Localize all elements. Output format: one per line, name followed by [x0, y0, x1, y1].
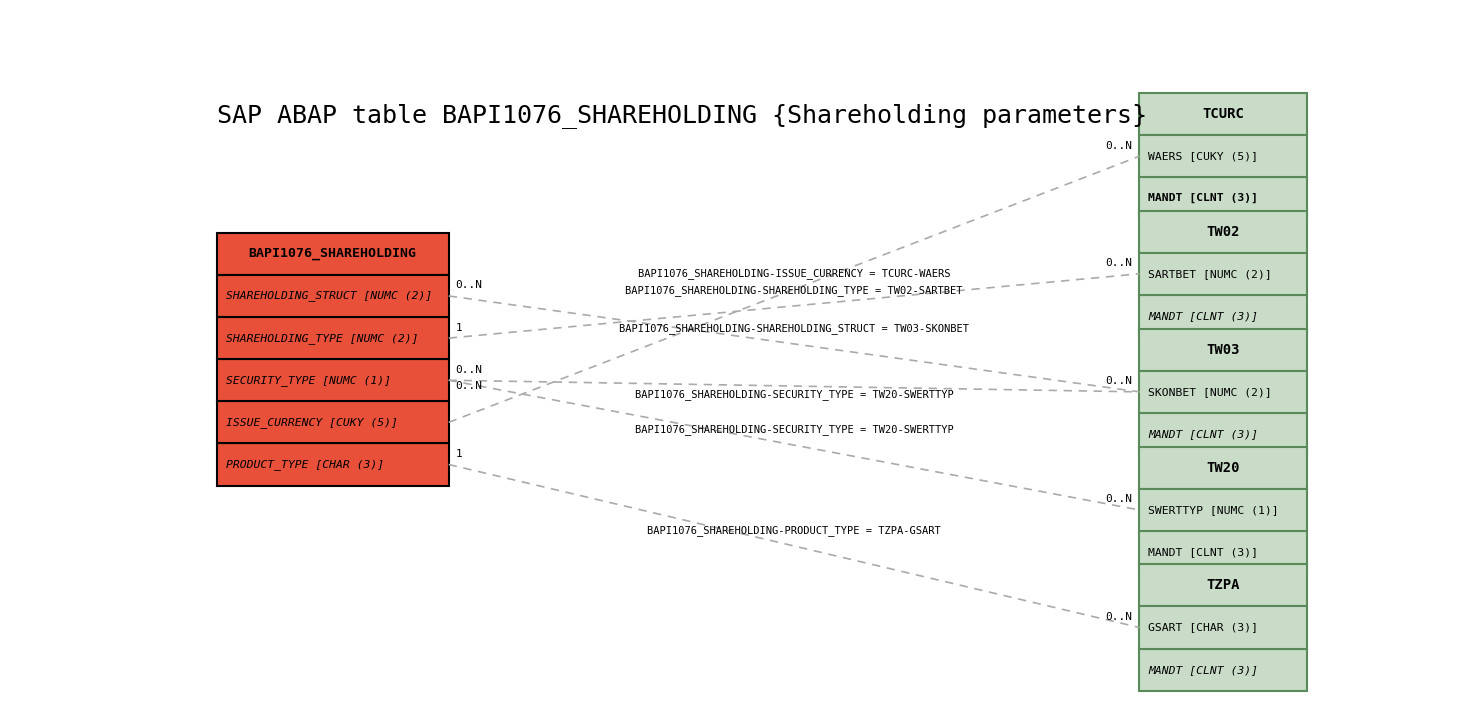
FancyBboxPatch shape [1140, 489, 1308, 531]
Text: 1: 1 [456, 323, 462, 333]
Text: TCURC: TCURC [1202, 107, 1245, 121]
FancyBboxPatch shape [1140, 295, 1308, 337]
Text: SECURITY_TYPE [NUMC (1)]: SECURITY_TYPE [NUMC (1)] [225, 375, 390, 386]
Text: BAPI1076_SHAREHOLDING-SECURITY_TYPE = TW20-SWERTTYP: BAPI1076_SHAREHOLDING-SECURITY_TYPE = TW… [634, 424, 954, 435]
Text: BAPI1076_SHAREHOLDING: BAPI1076_SHAREHOLDING [248, 248, 416, 261]
Text: 0..N: 0..N [456, 280, 482, 290]
Text: SHAREHOLDING_STRUCT [NUMC (2)]: SHAREHOLDING_STRUCT [NUMC (2)] [225, 290, 432, 302]
Text: SWERTTYP [NUMC (1)]: SWERTTYP [NUMC (1)] [1148, 505, 1278, 515]
Text: GSART [CHAR (3)]: GSART [CHAR (3)] [1148, 623, 1258, 632]
Text: TW03: TW03 [1207, 343, 1240, 356]
FancyBboxPatch shape [1140, 564, 1308, 606]
FancyBboxPatch shape [216, 317, 449, 359]
Text: TZPA: TZPA [1207, 578, 1240, 593]
FancyBboxPatch shape [216, 444, 449, 485]
Text: BAPI1076_SHAREHOLDING-PRODUCT_TYPE = TZPA-GSART: BAPI1076_SHAREHOLDING-PRODUCT_TYPE = TZP… [647, 525, 941, 536]
FancyBboxPatch shape [1140, 328, 1308, 371]
FancyBboxPatch shape [216, 359, 449, 401]
Text: MANDT [CLNT (3)]: MANDT [CLNT (3)] [1148, 547, 1258, 557]
Text: MANDT [CLNT (3)]: MANDT [CLNT (3)] [1148, 429, 1258, 439]
Text: 0..N: 0..N [1106, 377, 1132, 387]
FancyBboxPatch shape [1140, 93, 1308, 135]
Text: 0..N: 0..N [456, 382, 482, 392]
Text: MANDT [CLNT (3)]: MANDT [CLNT (3)] [1148, 311, 1258, 321]
FancyBboxPatch shape [1140, 135, 1308, 177]
Text: ISSUE_CURRENCY [CUKY (5)]: ISSUE_CURRENCY [CUKY (5)] [225, 417, 397, 428]
FancyBboxPatch shape [216, 401, 449, 444]
Text: MANDT [CLNT (3)]: MANDT [CLNT (3)] [1148, 665, 1258, 675]
Text: PRODUCT_TYPE [CHAR (3)]: PRODUCT_TYPE [CHAR (3)] [225, 459, 384, 470]
Text: BAPI1076_SHAREHOLDING-ISSUE_CURRENCY = TCURC-WAERS: BAPI1076_SHAREHOLDING-ISSUE_CURRENCY = T… [638, 269, 950, 279]
Text: TW20: TW20 [1207, 461, 1240, 474]
Text: 0..N: 0..N [1106, 258, 1132, 269]
FancyBboxPatch shape [1140, 531, 1308, 573]
FancyBboxPatch shape [1140, 446, 1308, 489]
Text: MANDT [CLNT (3)]: MANDT [CLNT (3)] [1148, 193, 1258, 204]
Text: BAPI1076_SHAREHOLDING-SECURITY_TYPE = TW20-SWERTTYP: BAPI1076_SHAREHOLDING-SECURITY_TYPE = TW… [634, 389, 954, 400]
Text: SARTBET [NUMC (2)]: SARTBET [NUMC (2)] [1148, 269, 1273, 279]
Text: BAPI1076_SHAREHOLDING-SHAREHOLDING_TYPE = TW02-SARTBET: BAPI1076_SHAREHOLDING-SHAREHOLDING_TYPE … [625, 285, 963, 296]
FancyBboxPatch shape [1140, 413, 1308, 455]
Text: 0..N: 0..N [1106, 612, 1132, 622]
Text: WAERS [CUKY (5)]: WAERS [CUKY (5)] [1148, 151, 1258, 161]
FancyBboxPatch shape [1140, 177, 1308, 220]
Text: SKONBET [NUMC (2)]: SKONBET [NUMC (2)] [1148, 387, 1273, 397]
Text: SAP ABAP table BAPI1076_SHAREHOLDING {Shareholding parameters}: SAP ABAP table BAPI1076_SHAREHOLDING {Sh… [216, 103, 1147, 128]
Text: TW02: TW02 [1207, 225, 1240, 238]
FancyBboxPatch shape [1140, 649, 1308, 690]
FancyBboxPatch shape [1140, 210, 1308, 253]
Text: 0..N: 0..N [456, 365, 482, 374]
Text: BAPI1076_SHAREHOLDING-SHAREHOLDING_STRUCT = TW03-SKONBET: BAPI1076_SHAREHOLDING-SHAREHOLDING_STRUC… [619, 323, 969, 334]
Text: 0..N: 0..N [1106, 495, 1132, 505]
FancyBboxPatch shape [1140, 606, 1308, 649]
Text: SHAREHOLDING_TYPE [NUMC (2)]: SHAREHOLDING_TYPE [NUMC (2)] [225, 333, 418, 343]
FancyBboxPatch shape [1140, 253, 1308, 295]
Text: 0..N: 0..N [1106, 140, 1132, 150]
FancyBboxPatch shape [1140, 371, 1308, 413]
FancyBboxPatch shape [216, 233, 449, 275]
FancyBboxPatch shape [216, 275, 449, 317]
Text: 1: 1 [456, 449, 462, 459]
